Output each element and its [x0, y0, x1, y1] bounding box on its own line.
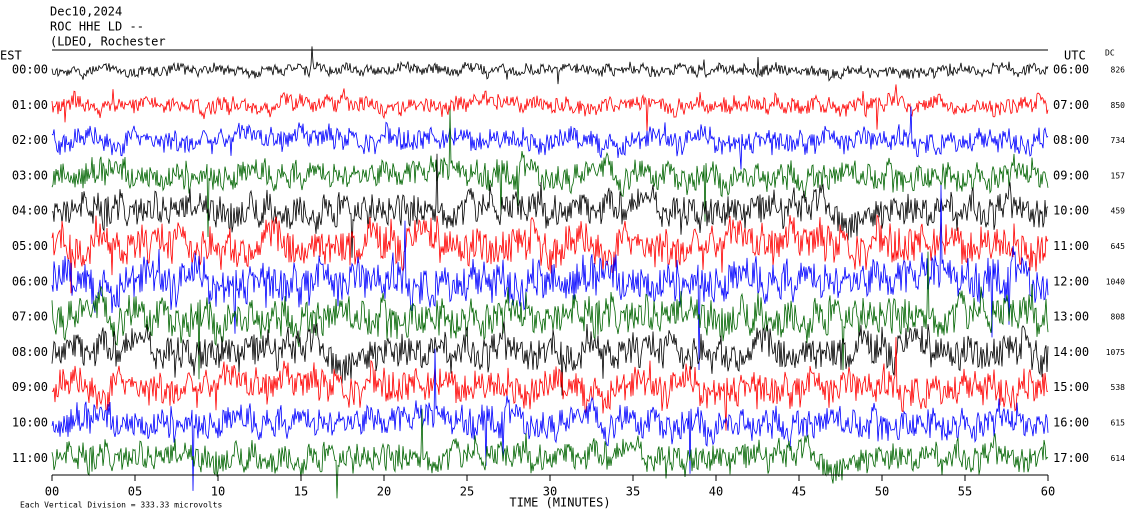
title-line: (LDEO, Rochester — [50, 35, 166, 49]
trace — [51, 106, 1049, 170]
x-tick-label: 00 — [45, 485, 59, 499]
trace — [51, 184, 1049, 371]
trace — [51, 46, 1049, 85]
dc-value: 538 — [1111, 383, 1126, 392]
est-hour-label: 08:00 — [12, 345, 48, 359]
trace — [51, 408, 1049, 499]
x-tick-label: 60 — [1041, 485, 1055, 499]
dc-value: 645 — [1111, 242, 1126, 251]
est-hour-label: 07:00 — [12, 310, 48, 324]
dc-value: 826 — [1111, 66, 1126, 75]
trace — [51, 153, 1049, 258]
left-axis-label: EST — [0, 49, 22, 63]
title-line: Dec10,2024 — [50, 5, 122, 19]
est-hour-label: 06:00 — [12, 274, 48, 288]
right-axis-label: UTC — [1064, 49, 1086, 63]
dc-value: 157 — [1111, 171, 1126, 180]
utc-hour-label: 14:00 — [1053, 345, 1089, 359]
dc-value: 459 — [1111, 207, 1126, 216]
x-tick-label: 35 — [626, 485, 640, 499]
x-tick-label: 25 — [460, 485, 474, 499]
x-tick-label: 10 — [211, 485, 225, 499]
dc-value: 850 — [1111, 101, 1126, 110]
est-hour-label: 11:00 — [12, 451, 48, 465]
x-tick-label: 50 — [875, 485, 889, 499]
x-axis-label: TIME (MINUTES) — [509, 496, 610, 510]
est-hour-label: 01:00 — [12, 98, 48, 112]
trace — [51, 84, 1049, 132]
utc-hour-label: 06:00 — [1053, 63, 1089, 77]
est-hour-label: 00:00 — [12, 63, 48, 77]
dc-value: 615 — [1111, 419, 1126, 428]
utc-hour-label: 07:00 — [1053, 98, 1089, 112]
trace — [51, 348, 1049, 491]
x-tick-label: 40 — [709, 485, 723, 499]
utc-hour-label: 12:00 — [1053, 274, 1089, 288]
traces — [51, 46, 1049, 499]
trace — [51, 251, 1049, 380]
utc-hour-label: 17:00 — [1053, 451, 1089, 465]
dc-value: 808 — [1111, 313, 1126, 322]
dc-value: 1075 — [1106, 348, 1125, 357]
dc-value: 1040 — [1106, 277, 1125, 286]
est-hour-label: 09:00 — [12, 380, 48, 394]
utc-hour-label: 10:00 — [1053, 204, 1089, 218]
x-tick-label: 30 — [543, 485, 557, 499]
title-line: ROC HHE LD -- — [50, 20, 144, 34]
utc-hour-label: 15:00 — [1053, 380, 1089, 394]
dc-value: 614 — [1111, 454, 1126, 463]
trace — [51, 337, 1049, 431]
x-tick-label: 15 — [294, 485, 308, 499]
x-tick-label: 05 — [128, 485, 142, 499]
utc-hour-label: 16:00 — [1053, 416, 1089, 430]
dc-value: 734 — [1111, 136, 1126, 145]
footer: Each Vertical Division = 333.33 microvol… — [20, 501, 222, 510]
x-tick-label: 20 — [377, 485, 391, 499]
dc-label: DC — [1105, 49, 1115, 58]
x-tick-label: 55 — [958, 485, 972, 499]
est-hour-label: 03:00 — [12, 168, 48, 182]
est-hour-label: 05:00 — [12, 239, 48, 253]
utc-hour-label: 09:00 — [1053, 168, 1089, 182]
est-hour-label: 02:00 — [12, 133, 48, 147]
utc-hour-label: 11:00 — [1053, 239, 1089, 253]
est-hour-label: 04:00 — [12, 204, 48, 218]
trace — [51, 108, 1049, 238]
utc-hour-label: 08:00 — [1053, 133, 1089, 147]
trace — [51, 214, 1049, 294]
utc-hour-label: 13:00 — [1053, 310, 1089, 324]
trace — [51, 321, 1049, 396]
x-tick-label: 45 — [792, 485, 806, 499]
est-hour-label: 10:00 — [12, 416, 48, 430]
